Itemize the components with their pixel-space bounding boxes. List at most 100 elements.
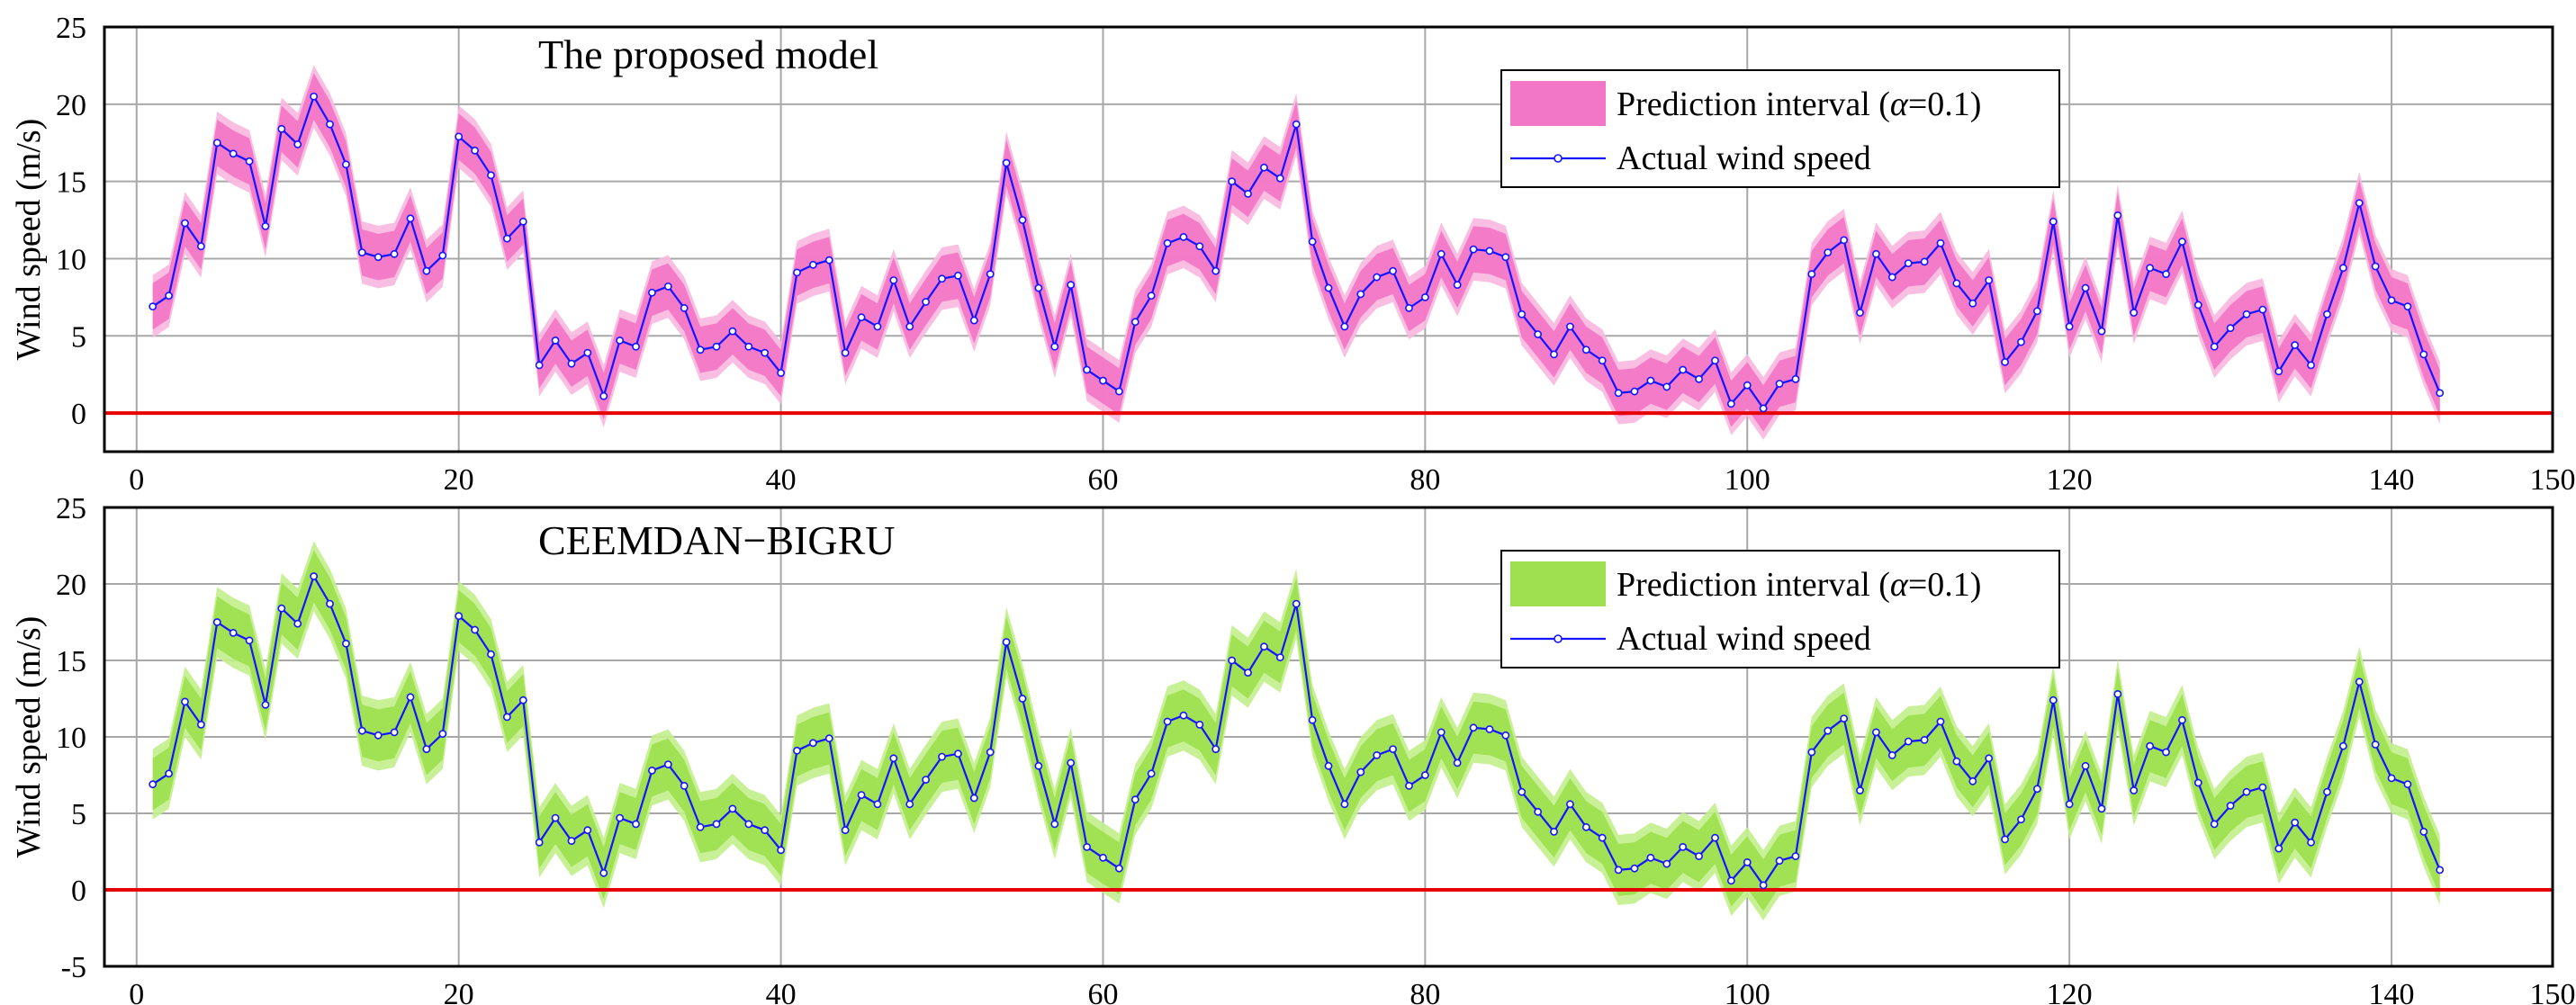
data-point [1952,279,1961,288]
data-point [422,266,431,275]
data-point [165,769,173,778]
data-point [1389,745,1397,753]
data-point [1373,273,1382,282]
data-point [1405,303,1413,312]
legend-swatch-band [1510,561,1606,606]
data-point [680,303,689,312]
data-point [1163,717,1172,726]
data-point [1453,758,1462,767]
data-point [1679,365,1688,374]
data-point [1244,189,1252,198]
data-point [1872,728,1880,737]
data-point [2017,337,2025,346]
data-point [2146,264,2155,273]
data-point [599,391,608,400]
data-point [1147,292,1156,301]
x-tick-labels: 0 20 40 60 80 100 120 140 150 [129,978,2575,1005]
data-point [1083,365,1091,374]
data-point [342,160,350,169]
data-point [1614,866,1623,875]
data-point [761,826,770,835]
data-point [551,336,560,345]
data-point [229,629,238,637]
data-point [1985,754,1994,763]
data-point [1968,776,1977,785]
data-point [1050,342,1059,351]
data-point [1260,642,1268,651]
legend-label-actual-wind-speed: Actual wind speed [1617,620,1871,658]
y-tick-label: 20 [56,89,86,122]
data-point [1420,292,1429,301]
data-point [1195,721,1204,729]
data-point [2162,270,2170,279]
data-point [551,813,560,822]
data-point [2081,761,2090,770]
y-axis-label: Wind speed (m/s) [10,119,48,361]
data-point [1099,376,1107,385]
data-point [744,820,753,829]
data-point [326,599,334,608]
data-point [1083,843,1091,851]
data-point [229,149,238,158]
data-point [2097,804,2106,813]
data-point [632,820,640,829]
data-point [1775,857,1784,866]
data-point [1887,273,1896,282]
data-point [1420,771,1429,779]
y-tick-label: 0 [71,398,86,431]
data-point [1726,399,1735,408]
data-point [1356,767,1365,776]
legend-label-prediction-interval: Prediction interval (α=0.1) [1617,85,1981,123]
data-point [1211,266,1220,275]
data-point [1324,283,1333,292]
data-point [518,695,527,704]
data-point [2419,350,2428,359]
data-point [310,572,319,580]
data-point [1179,711,1188,720]
data-point [889,276,898,284]
data-point [2113,690,2122,698]
data-point [1437,249,1446,258]
data-point [680,782,689,790]
y-axis-label: Wind speed (m/s) [10,616,48,858]
data-point [1614,389,1623,398]
data-point [2113,211,2122,220]
data-point [1018,216,1027,224]
y-tick-label: 25 [56,492,86,525]
data-point [938,752,946,761]
data-point [2193,301,2202,310]
data-point [1856,309,1864,317]
data-point [1887,751,1896,759]
data-point [487,171,495,180]
data-point [857,791,866,799]
x-tick-label: 120 [2047,978,2093,1005]
data-point [261,700,270,709]
data-point [1518,310,1527,319]
data-point [518,217,527,226]
data-point [2242,787,2251,796]
y-tick-label: 0 [71,875,86,908]
data-point [1581,345,1590,354]
prediction-interval-area [152,73,2440,432]
legend-label-prediction-interval: Prediction interval (α=0.1) [1617,566,1981,604]
data-point [793,746,801,755]
plot-frame [103,506,2554,968]
data-point [2097,327,2106,336]
prediction-interval-area [152,550,2440,911]
data-point [616,813,625,822]
data-point [2436,866,2445,875]
data-point [535,838,544,847]
data-point [1292,120,1301,129]
data-point [277,604,286,613]
data-point [2307,838,2315,847]
data-point [2032,785,2041,794]
data-point [1791,852,1800,860]
data-point [1179,233,1188,241]
data-point [1228,656,1237,665]
data-point [471,625,479,634]
chart-panel-proposed-model: 0 5 10 15 20 25 0 20 40 60 80 100 120 140 150 Wind sp… [10,12,2576,497]
x-tick-label: 20 [444,978,474,1005]
data-point [149,302,158,311]
data-point [841,348,850,357]
prediction-interval-band [152,65,2440,440]
